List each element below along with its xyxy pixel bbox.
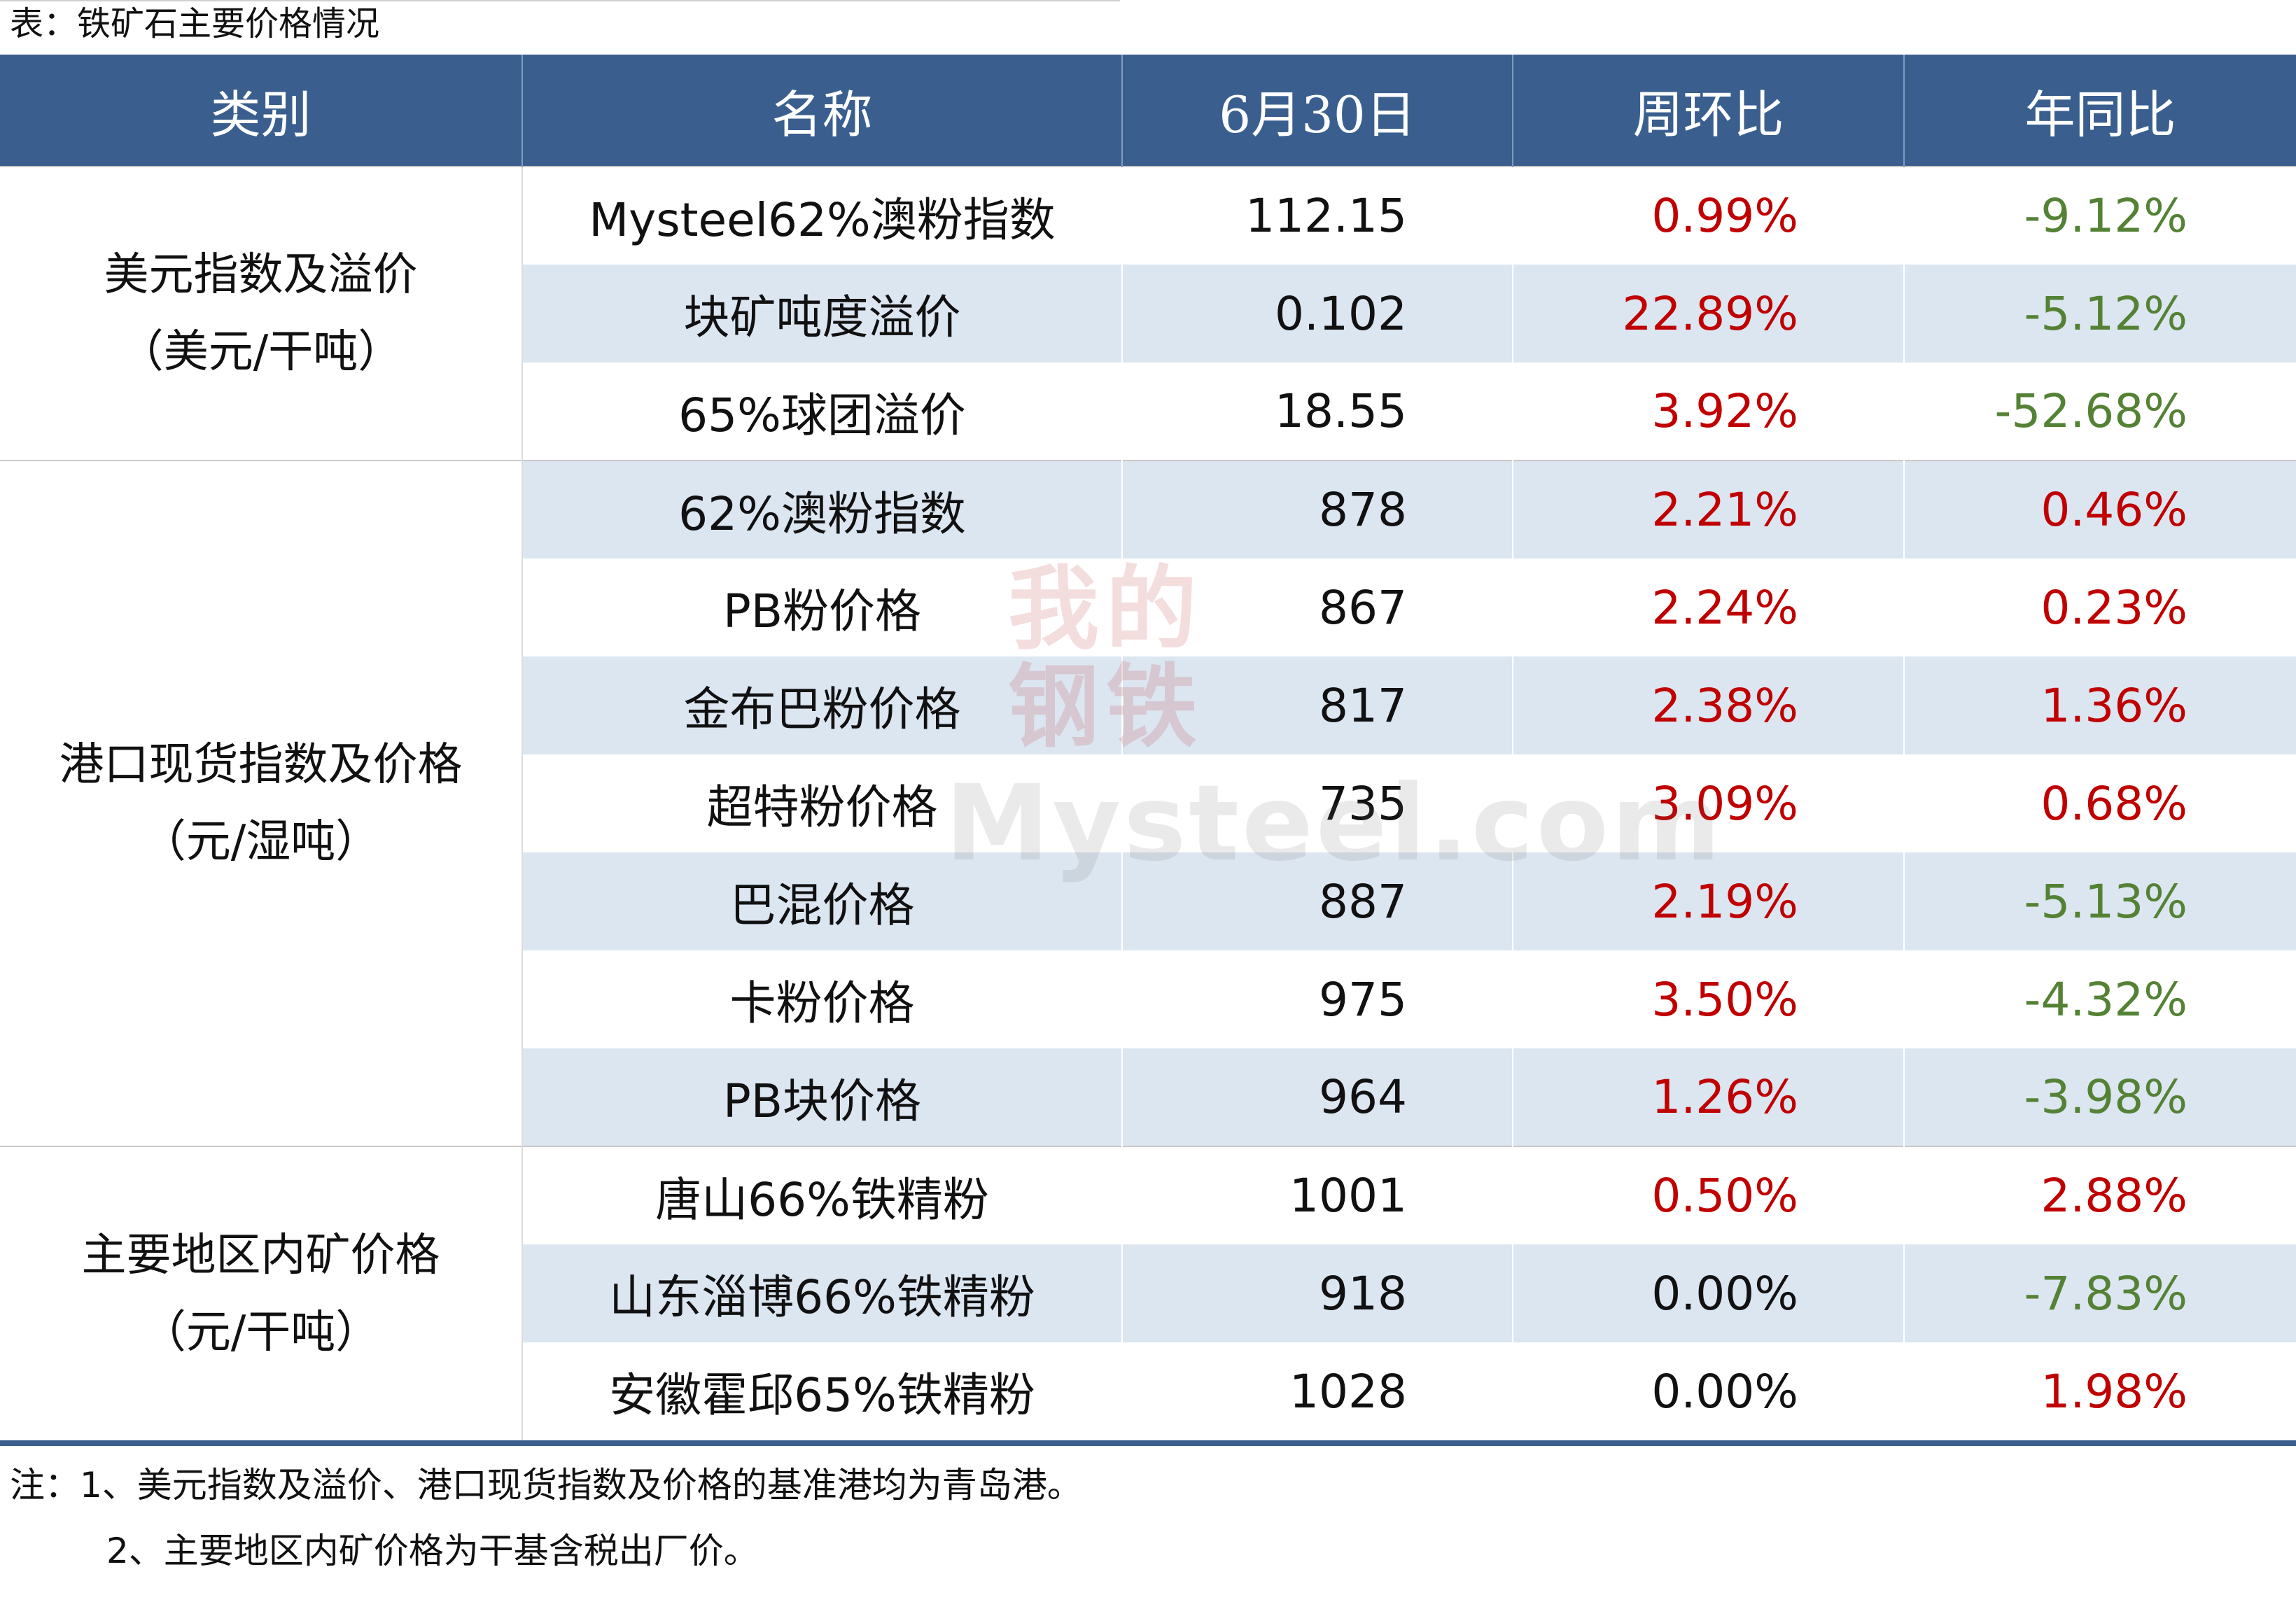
table-row: 卡粉价格 975 3.50% -4.32% xyxy=(0,950,2296,1048)
item-value: 975 xyxy=(1122,950,1513,1048)
item-wow: 1.26% xyxy=(1513,1048,1905,1146)
header-name: 名称 xyxy=(522,55,1123,167)
item-name: 山东淄博66%铁精粉 xyxy=(522,1244,1123,1342)
category-label: 港口现货指数及价格 xyxy=(59,739,463,791)
item-wow: 2.19% xyxy=(1513,852,1905,950)
table-row: 主要地区内矿价格 （元/干吨） 唐山66%铁精粉 1001 0.50% 2.88… xyxy=(0,1146,2296,1440)
table-row: PB块价格 964 1.26% -3.98% xyxy=(0,1048,2296,1146)
item-yoy: -5.13% xyxy=(1904,852,2296,950)
header-category: 类别 xyxy=(0,55,523,167)
item-yoy: -52.68% xyxy=(1994,384,2188,438)
item-wow: 2.21% xyxy=(1513,460,1905,558)
item-name: 65%球团溢价 xyxy=(522,363,1123,461)
item-name: 安徽霍邱65%铁精粉 xyxy=(522,1342,1123,1440)
table-row: 65%球团溢价 18.55 3.92% -52.68% xyxy=(0,363,2296,461)
item-value: 878 xyxy=(1122,460,1513,558)
item-name: PB粉价格 xyxy=(522,558,1123,656)
item-yoy: 0.23% xyxy=(2040,580,2188,635)
table-row: PB粉价格 867 2.24% 0.23% xyxy=(0,558,2296,656)
item-yoy: -7.83% xyxy=(1904,1244,2296,1342)
item-wow: 0.00% xyxy=(1513,1244,1905,1342)
item-wow: 3.92% xyxy=(1513,363,1905,461)
table-row: 巴混价格 887 2.19% -5.13% xyxy=(0,852,2296,950)
table-row: 安徽霍邱65%铁精粉 1028 0.00% 1.98% xyxy=(0,1342,2296,1440)
item-value: 964 xyxy=(1122,1048,1513,1146)
item-value: 735 xyxy=(1122,754,1513,852)
category-cell: 主要地区内矿价格 （元/干吨） xyxy=(0,1146,523,1440)
item-wow: 0.50% xyxy=(1513,1146,1905,1244)
item-yoy: 0.46% xyxy=(1904,460,2296,558)
category-unit: （元/干吨） xyxy=(141,1306,381,1358)
item-yoy: -5.12% xyxy=(1904,265,2296,363)
item-name: 超特粉价格 xyxy=(522,754,1123,852)
header-wow: 周环比 xyxy=(1513,55,1905,167)
category-cell: 美元指数及溢价 （美元/干吨） xyxy=(0,166,523,461)
item-value: 867 xyxy=(1122,558,1513,656)
item-wow: 0.99% xyxy=(1513,166,1905,265)
item-wow: 22.89% xyxy=(1513,265,1905,363)
item-name: 62%澳粉指数 xyxy=(522,460,1123,558)
item-name: 金布巴粉价格 xyxy=(522,656,1123,754)
table-row: 山东淄博66%铁精粉 918 0.00% -7.83% xyxy=(0,1244,2296,1342)
header-yoy: 年同比 xyxy=(1904,55,2296,167)
item-yoy: 1.36% xyxy=(1904,656,2296,754)
item-value: 0.102 xyxy=(1122,265,1513,363)
item-name: 卡粉价格 xyxy=(522,950,1123,1048)
item-yoy: 2.88% xyxy=(1904,1146,2296,1244)
item-value: 1001 xyxy=(1122,1146,1513,1244)
item-value: 817 xyxy=(1122,656,1513,754)
item-value: 918 xyxy=(1122,1244,1513,1342)
item-wow: 3.09% xyxy=(1513,754,1905,852)
table-row: 港口现货指数及价格 （元/湿吨） 62%澳粉指数 878 2.21% 0.46% xyxy=(0,460,2296,1146)
item-name: PB块价格 xyxy=(522,1048,1123,1146)
footnote-2: 2、主要地区内矿价格为干基含税出厂价。 xyxy=(106,1531,759,1571)
item-wow: 3.50% xyxy=(1513,950,1905,1048)
header-date: 6月30日 xyxy=(1122,55,1513,167)
category-unit: （美元/干吨） xyxy=(118,326,403,378)
table-row: 金布巴粉价格 817 2.38% 1.36% xyxy=(0,656,2296,754)
item-yoy: 1.98% xyxy=(2040,1364,2188,1419)
item-name: 唐山66%铁精粉 xyxy=(522,1146,1123,1244)
table-row: 超特粉价格 735 3.09% 0.68% xyxy=(0,754,2296,852)
iron-ore-price-table: 类别 名称 6月30日 周环比 年同比 美元指数及溢价 （美元/干吨） Myst… xyxy=(0,55,2296,1440)
table-row: 块矿吨度溢价 0.102 22.89% -5.12% xyxy=(0,265,2296,363)
bottom-rule xyxy=(0,1440,2296,1446)
footnote-1: 注：1、美元指数及溢价、港口现货指数及价格的基准港均为青岛港。 xyxy=(10,1465,1082,1505)
item-name: 块矿吨度溢价 xyxy=(522,265,1123,363)
item-name: 巴混价格 xyxy=(522,852,1123,950)
item-yoy: 0.68% xyxy=(2040,776,2188,831)
item-value: 18.55 xyxy=(1122,363,1513,461)
item-wow: 2.38% xyxy=(1513,656,1905,754)
item-value: 1028 xyxy=(1122,1342,1513,1440)
item-value: 887 xyxy=(1122,852,1513,950)
category-label: 美元指数及溢价 xyxy=(104,249,418,301)
table-caption: 表：铁矿石主要价格情况 xyxy=(10,4,380,43)
category-cell: 港口现货指数及价格 （元/湿吨） xyxy=(0,460,523,1146)
item-yoy: -4.32% xyxy=(2024,972,2188,1027)
caption-rule xyxy=(0,0,1120,1)
item-yoy: -9.12% xyxy=(1904,166,2296,265)
item-wow: 2.24% xyxy=(1513,558,1905,656)
category-unit: （元/湿吨） xyxy=(141,816,381,868)
header-row: 类别 名称 6月30日 周环比 年同比 xyxy=(0,55,2296,167)
item-wow: 0.00% xyxy=(1513,1342,1905,1440)
category-label: 主要地区内矿价格 xyxy=(81,1229,440,1281)
item-value: 112.15 xyxy=(1122,166,1513,265)
item-yoy: -3.98% xyxy=(1904,1048,2296,1146)
item-name: Mysteel62%澳粉指数 xyxy=(522,166,1123,265)
price-table-wrapper: 类别 名称 6月30日 周环比 年同比 美元指数及溢价 （美元/干吨） Myst… xyxy=(0,55,2296,1440)
table-row: 美元指数及溢价 （美元/干吨） Mysteel62%澳粉指数 112.15 0.… xyxy=(0,166,2296,461)
